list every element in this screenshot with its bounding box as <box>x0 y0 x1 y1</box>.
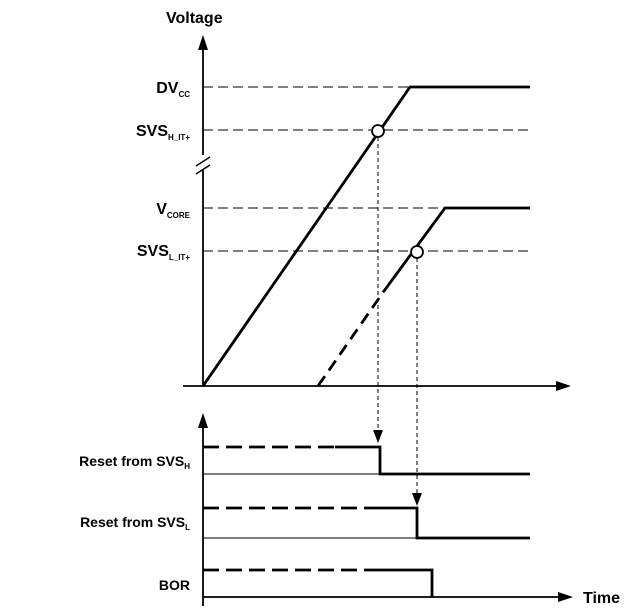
reset-svs-h-waveform <box>335 445 530 476</box>
dvcc-ramp-curve <box>201 85 530 387</box>
voltage-axis-title: Voltage <box>166 10 223 27</box>
dvcc-label: DVCC <box>156 80 190 99</box>
vcore-ramp-curve <box>382 206 530 292</box>
reset-svs-l-waveform <box>375 506 530 540</box>
svs-h-threshold-label: SVSH_IT+ <box>136 123 190 142</box>
time-axis-upper-arrowhead <box>556 381 571 391</box>
voltage-axis-arrowhead <box>198 35 208 50</box>
svs-h-crossing-marker <box>371 124 385 138</box>
axis-break-mark-1 <box>195 156 211 167</box>
axis-break-mark-2 <box>195 164 211 175</box>
svs-h-trigger-arrowhead <box>373 430 383 443</box>
reset-svs-l-label: Reset from SVSL <box>80 514 190 532</box>
time-axis-title: Time <box>583 590 620 607</box>
time-axis-lower-arrowhead <box>558 592 573 602</box>
reset-svs-h-label: Reset from SVSH <box>79 453 190 471</box>
bor-label: BOR <box>159 577 190 593</box>
vcore-label: VCORE <box>156 201 190 220</box>
signal-axis-arrowhead <box>198 413 208 428</box>
svs-l-threshold-label: SVSL_IT+ <box>137 243 190 262</box>
svs-l-trigger-arrowhead <box>412 493 422 506</box>
vcore-ramp-dashed <box>316 290 386 387</box>
svs-l-crossing-marker <box>410 245 424 259</box>
bor-waveform <box>380 568 434 597</box>
